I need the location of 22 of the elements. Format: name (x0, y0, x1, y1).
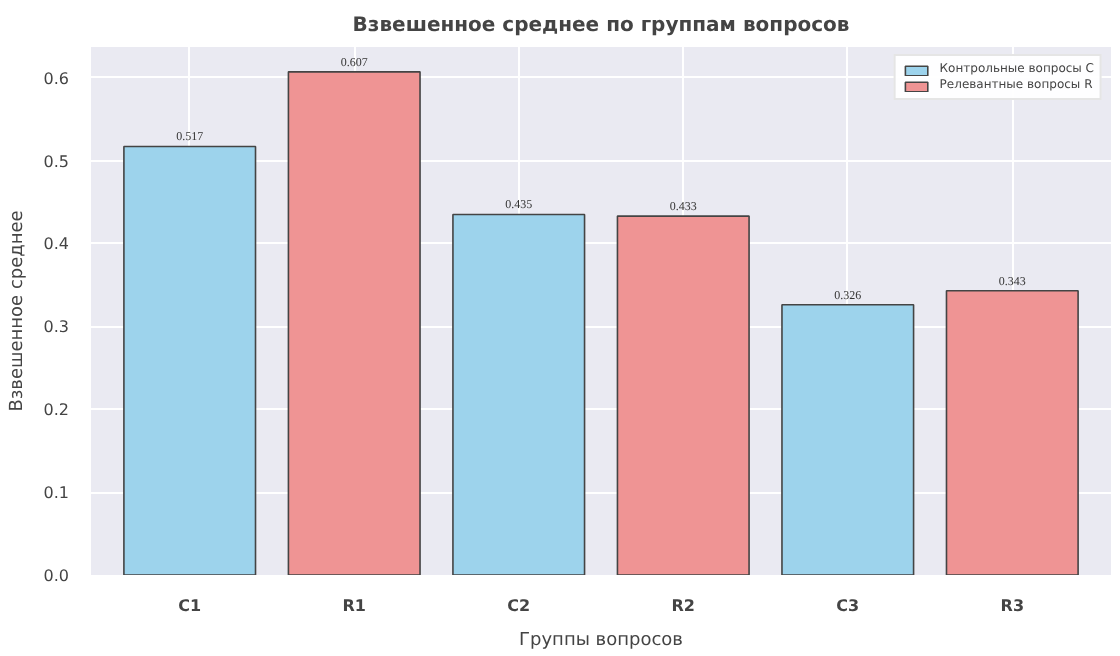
x-tick-label: R3 (1000, 597, 1025, 615)
bar (616, 215, 750, 575)
bar (287, 71, 421, 575)
y-tick-label: 0.3 (43, 318, 70, 337)
x-tick-label: C3 (836, 597, 860, 615)
bar (945, 289, 1079, 575)
y-tick-label: 0.5 (43, 152, 70, 171)
y-axis-title: Взвешенное среднее (7, 209, 28, 412)
y-tick-label: 0.0 (43, 567, 70, 585)
y-tick-label: 0.6 (43, 69, 70, 88)
chart-title: Взвешенное среднее по группам вопросов (352, 15, 850, 37)
y-tick-label: 0.1 (43, 484, 70, 503)
x-tick-label: R2 (671, 597, 695, 615)
x-tick-label: R1 (342, 597, 367, 615)
x-tick-label: C2 (507, 597, 531, 615)
bar (123, 145, 257, 575)
x-axis-title: Группы вопросов (519, 631, 683, 651)
bar (781, 303, 915, 575)
y-tick-label: 0.2 (43, 401, 70, 420)
bar (452, 213, 586, 575)
y-tick-label: 0.4 (43, 235, 70, 254)
x-tick-label: C1 (178, 597, 203, 615)
